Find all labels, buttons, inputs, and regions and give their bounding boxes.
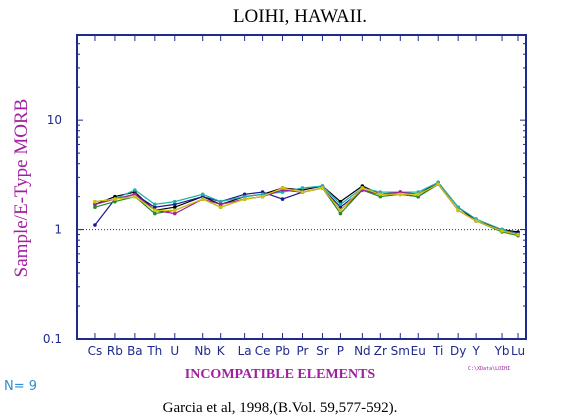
data-point — [172, 202, 177, 207]
x-tick-label: Nd — [354, 344, 371, 358]
x-tick-label: Pb — [275, 344, 290, 358]
data-point — [172, 208, 177, 213]
x-tick-label: Ti — [432, 344, 443, 358]
x-tick-label: Eu — [411, 344, 426, 358]
chart-title: LOIHI, HAWAII. — [233, 6, 367, 27]
data-point — [338, 202, 343, 207]
data-point — [338, 208, 343, 213]
x-tick-label: U — [170, 344, 179, 358]
plot-area — [76, 34, 527, 340]
axis-ticks — [77, 34, 526, 340]
data-point — [93, 223, 97, 227]
data-point — [153, 205, 157, 210]
x-tick-label: P — [337, 344, 344, 358]
x-tick-label: Zr — [374, 344, 387, 358]
x-tick-label: Cs — [88, 344, 103, 358]
data-point — [338, 205, 343, 210]
series-group — [93, 180, 520, 238]
data-point — [113, 199, 117, 204]
x-axis-label: INCOMPATIBLE ELEMENTS — [185, 367, 376, 382]
data-point — [153, 202, 157, 207]
data-point — [378, 192, 383, 197]
data-point — [218, 199, 223, 204]
data-point — [93, 205, 97, 210]
x-tick-label: Nb — [194, 344, 211, 358]
file-reference: C:\XData\LOIHI — [468, 366, 510, 372]
x-tick-label: Pr — [297, 344, 309, 358]
x-tick-labels: Cs Rb Ba Th U Nb K La Ce Pb Pr Sr P Nd Zr Sm Eu Ti Dy Y Yb Lu — [88, 344, 525, 358]
x-tick-label: K — [217, 344, 226, 358]
y-tick-label: 10 — [47, 113, 62, 127]
data-point — [280, 197, 285, 201]
x-tick-label: Lu — [511, 344, 525, 358]
data-point — [172, 205, 177, 210]
data-point — [300, 190, 305, 194]
data-point — [172, 199, 177, 204]
data-point — [338, 211, 343, 216]
y-tick-label: 1 — [54, 223, 62, 237]
data-point — [218, 202, 223, 207]
x-tick-label: Yb — [494, 344, 510, 358]
data-point — [133, 188, 137, 192]
data-point — [153, 208, 157, 213]
data-point — [474, 219, 478, 223]
data-point — [300, 186, 305, 190]
x-tick-label: Sr — [316, 344, 329, 358]
citation: Garcia et al, 1998,(B.Vol. 59,577-592). — [163, 400, 398, 416]
data-point — [172, 211, 177, 216]
data-point — [500, 229, 504, 233]
data-point — [260, 194, 265, 199]
data-point — [436, 182, 440, 186]
data-point — [360, 186, 365, 190]
x-tick-label: Y — [471, 344, 480, 358]
data-point — [280, 186, 285, 190]
data-point — [133, 194, 137, 199]
data-point — [93, 202, 97, 207]
x-tick-label: La — [238, 344, 252, 358]
data-point — [242, 197, 247, 201]
data-point — [338, 199, 343, 204]
y-axis-label: Sample/E-Type MORB — [11, 99, 32, 278]
data-point — [516, 232, 520, 237]
data-point — [153, 211, 157, 216]
data-point — [320, 186, 325, 190]
sample-count: N= 9 — [4, 379, 37, 394]
data-point — [93, 199, 97, 204]
series-line-6 — [94, 183, 519, 236]
x-tick-label: Ce — [255, 344, 271, 358]
data-point — [416, 192, 421, 197]
x-tick-label: Th — [146, 344, 162, 358]
data-point — [113, 197, 117, 201]
data-point — [398, 192, 403, 197]
data-point — [200, 192, 205, 197]
y-tick-labels: 0.1 1 10 — [43, 113, 62, 346]
y-tick-label: 0.1 — [43, 332, 62, 346]
data-point — [456, 208, 460, 213]
plot-frame — [76, 34, 527, 340]
x-tick-label: Rb — [107, 344, 123, 358]
data-point — [200, 197, 205, 201]
x-tick-label: Ba — [127, 344, 143, 358]
x-tick-label: Sm — [391, 344, 410, 358]
data-point — [218, 205, 223, 210]
x-tick-label: Dy — [450, 344, 466, 358]
series-line-4 — [94, 181, 519, 236]
